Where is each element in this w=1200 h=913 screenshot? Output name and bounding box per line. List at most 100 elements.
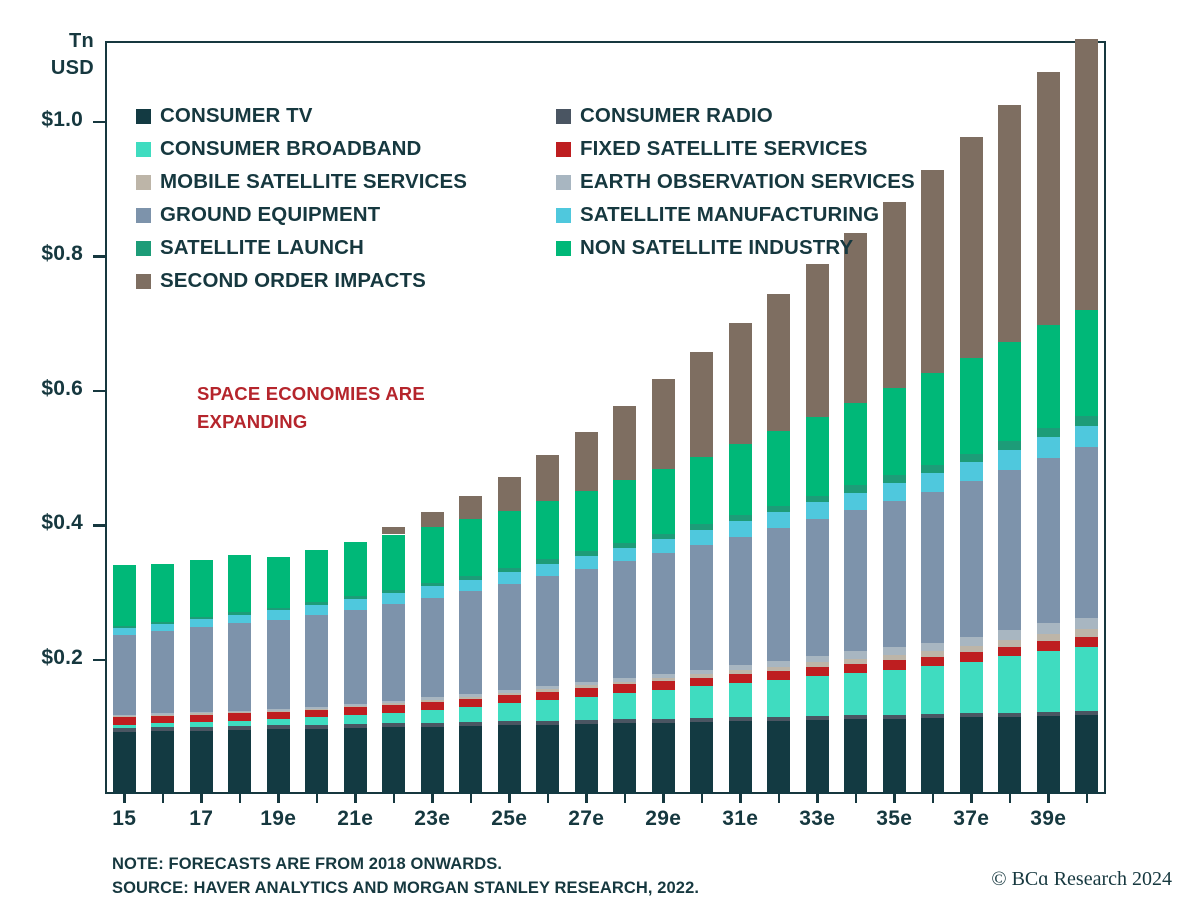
y-axis-unit-line2: USD — [50, 57, 94, 79]
bar-33e[interactable] — [805, 263, 829, 794]
bar-segment — [805, 519, 829, 656]
bar-segment — [1036, 711, 1060, 717]
bar-segment — [921, 170, 945, 374]
bar-38e[interactable] — [998, 104, 1022, 794]
bar-17[interactable] — [189, 560, 213, 794]
bar-segment — [690, 524, 714, 531]
legend-item-mobile-satellite-services[interactable]: MOBILE SATELLITE SERVICES — [136, 165, 556, 198]
bar-segment — [536, 699, 560, 721]
bar-segment — [228, 726, 252, 731]
bar-segment — [151, 623, 175, 632]
x-axis-tick-label: 19e — [260, 807, 297, 830]
x-axis-tick-mark — [893, 794, 896, 803]
bar-segment — [420, 527, 444, 583]
bar-segment — [459, 722, 483, 727]
bar-segment — [112, 635, 136, 715]
bar-segment — [651, 718, 675, 723]
bar-segment — [998, 449, 1022, 470]
bar-segment — [1075, 447, 1099, 618]
bar-segment — [728, 521, 752, 537]
bar-24e[interactable] — [459, 495, 483, 794]
bar-segment — [574, 681, 598, 686]
bar-30e[interactable] — [690, 351, 714, 794]
legend-swatch-icon — [136, 240, 151, 256]
annotation-line-1: SPACE ECONOMIES ARE — [197, 383, 425, 404]
legend-item-satellite-launch[interactable]: SATELLITE LAUNCH — [136, 231, 556, 264]
y-axis-tick-label: $0.2 — [41, 645, 83, 669]
bar-36e[interactable] — [921, 170, 945, 794]
bar-31e[interactable] — [728, 323, 752, 794]
legend-label: FIXED SATELLITE SERVICES — [580, 136, 868, 160]
x-axis-tick-mark — [1047, 794, 1050, 803]
bar-segment — [728, 323, 752, 444]
legend-item-satellite-manufacturing[interactable]: SATELLITE MANUFACTURING — [556, 198, 966, 231]
x-axis-tick-label: 23e — [414, 807, 451, 830]
bar-28e[interactable] — [613, 406, 637, 794]
bar-segment — [228, 710, 252, 712]
bar-16[interactable] — [151, 564, 175, 794]
bar-19e[interactable] — [266, 557, 290, 794]
bar-segment — [690, 686, 714, 719]
x-axis: 15 17 19e 21e 23e 25e 27e 29e 31e 33e 35e 37e 39e — [105, 794, 1106, 844]
legend-item-fixed-satellite-services[interactable]: FIXED SATELLITE SERVICES — [556, 132, 966, 165]
bar-segment — [882, 654, 906, 661]
bar-segment — [651, 681, 675, 690]
bar-segment — [343, 599, 367, 610]
legend-item-earth-observation-services[interactable]: EARTH OBSERVATION SERVICES — [556, 165, 966, 198]
legend-item-consumer-broadband[interactable]: CONSUMER BROADBAND — [136, 132, 556, 165]
bar-segment — [844, 510, 868, 652]
bar-18[interactable] — [228, 554, 252, 794]
bar-segment — [497, 695, 521, 704]
bar-27e[interactable] — [574, 431, 598, 794]
bar-40e[interactable] — [1075, 39, 1099, 794]
x-axis-tick-mark — [392, 794, 395, 803]
bar-21e[interactable] — [343, 541, 367, 794]
bar-39e[interactable] — [1036, 71, 1060, 794]
legend-item-second-order-impacts[interactable]: SECOND ORDER IMPACTS — [136, 264, 556, 297]
bar-segment — [536, 691, 560, 700]
bar-segment — [497, 572, 521, 585]
legend-item-ground-equipment[interactable]: GROUND EQUIPMENT — [136, 198, 556, 231]
bar-segment — [266, 710, 290, 712]
bar-37e[interactable] — [959, 137, 983, 794]
bar-25e[interactable] — [497, 477, 521, 794]
x-axis-tick-mark — [161, 794, 164, 803]
legend-row: SATELLITE LAUNCH NON SATELLITE INDUSTRY — [136, 231, 966, 264]
bar-segment — [382, 727, 406, 794]
x-axis-tick-mark — [777, 794, 780, 803]
bar-segment — [151, 716, 175, 724]
legend-item-consumer-tv[interactable]: CONSUMER TV — [136, 99, 556, 132]
bar-segment — [189, 626, 213, 712]
bar-15[interactable] — [112, 565, 136, 794]
bar-segment — [459, 726, 483, 794]
bar-segment — [959, 646, 983, 653]
bar-segment — [998, 656, 1022, 713]
bar-22e[interactable] — [382, 527, 406, 794]
bar-segment — [112, 732, 136, 794]
bar-29e[interactable] — [651, 379, 675, 794]
legend-label: CONSUMER BROADBAND — [160, 136, 422, 160]
x-axis-tick-mark — [123, 794, 126, 803]
bar-segment — [998, 104, 1022, 342]
bar-segment — [574, 724, 598, 794]
bar-segment — [767, 660, 791, 667]
bar-32e[interactable] — [767, 294, 791, 794]
bar-23e[interactable] — [420, 512, 444, 794]
bar-segment — [343, 707, 367, 716]
bar-segment — [690, 674, 714, 678]
legend-item-non-satellite-industry[interactable]: NON SATELLITE INDUSTRY — [556, 231, 966, 264]
legend-item-consumer-radio[interactable]: CONSUMER RADIO — [556, 99, 966, 132]
bar-26e[interactable] — [536, 455, 560, 794]
bar-segment — [921, 656, 945, 667]
bar-segment — [1075, 416, 1099, 426]
bar-20e[interactable] — [305, 549, 329, 794]
bar-segment — [151, 621, 175, 624]
bar-segment — [1075, 715, 1099, 794]
bar-segment — [343, 703, 367, 706]
bar-segment — [959, 652, 983, 662]
bar-35e[interactable] — [882, 201, 906, 794]
bar-segment — [882, 387, 906, 476]
bar-segment — [998, 629, 1022, 641]
bar-segment — [805, 666, 829, 677]
bar-34e[interactable] — [844, 233, 868, 794]
